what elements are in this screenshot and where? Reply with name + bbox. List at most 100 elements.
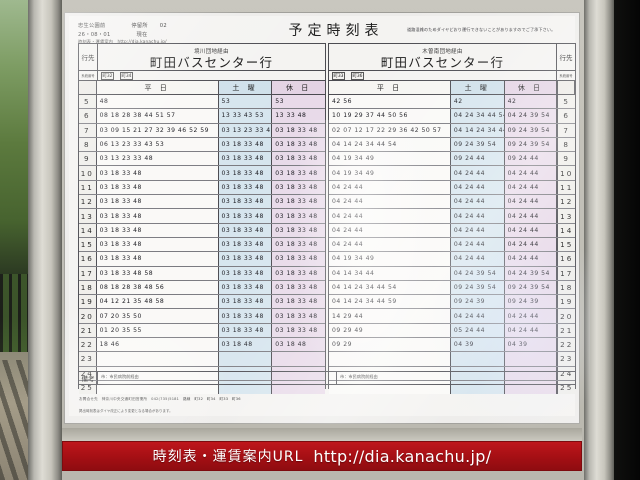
weekday-times-cell: 04 19 34 49 (329, 152, 451, 166)
hour-cell: 23 (557, 352, 575, 366)
destination-row: 木曽南団地経由 町田バスセンター行 行先 (329, 44, 575, 71)
saturday-times-cell: 03 18 33 48 (218, 323, 273, 338)
saturday-times-cell: 03 13 23 33 43 53 (218, 123, 273, 137)
holiday-times-cell: 03 18 33 48 (272, 223, 325, 237)
hour-cell: 14 (79, 223, 97, 237)
route-number: 町36 (350, 71, 364, 80)
holiday-times-cell: 03 18 33 48 (272, 252, 325, 266)
hour-cell: 7 (557, 123, 575, 137)
table-row: 04 14 24 34 44 54 09 24 39 54 09 24 39 54 1… (329, 280, 575, 296)
table-row: 04 24 44 04 24 44 04 24 44 15 (329, 237, 575, 253)
table-row: 23 (329, 352, 575, 367)
weekday-times-cell: 04 24 44 (329, 223, 451, 237)
saturday-times-cell: 04 24 34 44 54 (450, 109, 505, 123)
weekday-times-cell: 10 19 29 37 44 50 56 (329, 109, 451, 123)
hour-cell: 18 (557, 280, 575, 295)
destination-label: 行先 (79, 44, 98, 70)
saturday-times-cell: 09 24 44 (450, 152, 505, 166)
weekday-times-cell: 04 14 24 34 44 54 (329, 280, 451, 295)
destination-name: 町田バスセンター行 (149, 55, 274, 70)
current-label: 現在 (136, 31, 148, 38)
saturday-times-cell: 05 24 44 (450, 323, 505, 338)
hour-cell: 21 (557, 323, 575, 338)
stop-name: 忠生公園前 (78, 23, 106, 29)
saturday-times-cell (450, 352, 505, 366)
saturday-times-cell: 03 18 33 48 (218, 252, 273, 266)
weekday-times-cell: 02 07 12 17 22 29 36 42 50 57 (329, 123, 451, 137)
weekday-times-cell: 03 18 33 48 (96, 180, 219, 195)
holiday-times-cell: 03 18 33 48 (272, 280, 325, 295)
weekday-times-cell: 03 13 23 33 48 (96, 152, 219, 166)
hour-cell: 13 (79, 209, 97, 223)
hour-cell: 19 (79, 295, 97, 309)
holiday-times-cell: 09 24 39 54 (504, 137, 558, 152)
hour-cell: 17 (557, 266, 575, 280)
hour-cell: 16 (79, 252, 97, 266)
hour-cell: 20 (557, 309, 575, 323)
hour-cell: 22 (79, 338, 97, 352)
holiday-times-cell: 42 (504, 95, 558, 109)
weekday-times-cell (329, 366, 451, 380)
holiday-times-cell: 03 18 33 48 (272, 195, 325, 209)
hour-cell: 5 (557, 95, 575, 109)
frame-post-left (28, 0, 62, 480)
hour-cell: 23 (79, 352, 97, 366)
weekday-times-cell: 04 19 34 49 (329, 166, 451, 180)
weekday-times-cell: 06 13 23 33 43 53 (96, 137, 219, 152)
remarks-label: 備考 (79, 372, 98, 384)
saturday-times-cell: 09 24 39 54 (450, 280, 505, 295)
saturday-times-cell: 09 24 39 54 (450, 137, 505, 152)
table-row: 24 (329, 366, 575, 381)
url-banner: 時刻表・運賃案内URL http://dia.kanachu.jp/ (62, 441, 582, 471)
timetable-rows: 42 56 42 42 5 10 19 29 37 44 50 56 04 24 34 4… (329, 95, 575, 395)
weekday-times-cell: 09 29 (329, 338, 451, 352)
weekday-times-cell: 08 18 28 38 44 51 57 (96, 109, 219, 123)
timetable-sheet: 忠生公園前 停留所 02 26・08・01 現在 時刻表・運賃案内 http:/… (69, 16, 576, 416)
table-row: 04 14 24 34 44 59 09 24 39 09 24 39 19 (329, 295, 575, 310)
hour-cell: 7 (79, 123, 97, 137)
saturday-times-cell (450, 366, 505, 380)
via-text: 境川団地経由 (194, 49, 229, 55)
via-text: 木曽南団地経由 (422, 49, 463, 55)
hour-cell: 20 (79, 309, 97, 323)
hour-cell: 11 (79, 180, 97, 195)
saturday-times-cell: 03 18 33 48 (218, 266, 273, 280)
hour-cell: 15 (557, 237, 575, 252)
weekday-times-cell: 04 24 44 (329, 209, 451, 223)
table-row: 04 24 44 04 24 44 04 24 44 14 (329, 223, 575, 238)
holiday-times-cell: 04 24 44 (504, 180, 558, 195)
hour-cell: 10 (79, 166, 97, 180)
saturday-times-cell: 53 (218, 95, 273, 109)
weekday-times-cell: 04 24 44 (329, 237, 451, 252)
stop-information: 忠生公園前 停留所 02 26・08・01 現在 時刻表・運賃案内 http:/… (78, 22, 338, 45)
weekday-times-cell: 03 18 33 48 (96, 209, 219, 223)
holiday-times-cell: 04 24 39 54 (504, 109, 558, 123)
table-row: 8 06 13 23 33 43 53 03 18 33 48 03 18 33 48 (79, 137, 325, 153)
holiday-times-cell: 03 18 33 48 (272, 323, 325, 338)
holiday-times-cell: 04 24 44 (504, 252, 558, 266)
destination-heading: 木曽南団地経由 町田バスセンター行 (329, 44, 556, 70)
destination-row: 行先 境川団地経由 町田バスセンター行 (79, 44, 325, 71)
table-row: 6 08 18 28 38 44 51 57 13 33 43 53 13 33 48 (79, 109, 325, 124)
banner-url: http://dia.kanachu.jp/ (313, 446, 492, 466)
table-row: 15 03 18 33 48 03 18 33 48 03 18 33 48 (79, 237, 325, 253)
route-number: 町32 (101, 71, 114, 80)
frame-post-right (584, 0, 614, 480)
table-row: 13 03 18 33 48 03 18 33 48 03 18 33 48 (79, 209, 325, 224)
header-saturday: 土 曜 (218, 81, 273, 94)
column-header-row: 平 日 土 曜 休 日 (79, 81, 325, 95)
hour-cell: 9 (79, 152, 97, 166)
table-row: 04 19 34 49 04 24 44 04 24 44 16 (329, 252, 575, 267)
weekday-times-cell: 04 12 21 35 48 58 (96, 295, 219, 309)
hour-cell: 18 (79, 280, 97, 295)
remarks-note-left: 市：市民病院前経由 (98, 372, 337, 384)
remarks-row: 備考 市：市民病院前経由 市：市民病院前経由 (78, 371, 576, 385)
holiday-times-cell: 04 24 44 (504, 209, 558, 223)
hour-cell: 21 (79, 323, 97, 338)
header-holiday: 休 日 (504, 81, 558, 94)
saturday-times-cell: 04 24 44 (450, 223, 505, 237)
table-row: 04 24 44 04 24 44 04 24 44 11 (329, 180, 575, 196)
holiday-times-cell: 03 18 33 48 (272, 152, 325, 166)
hour-cell: 17 (79, 266, 97, 280)
